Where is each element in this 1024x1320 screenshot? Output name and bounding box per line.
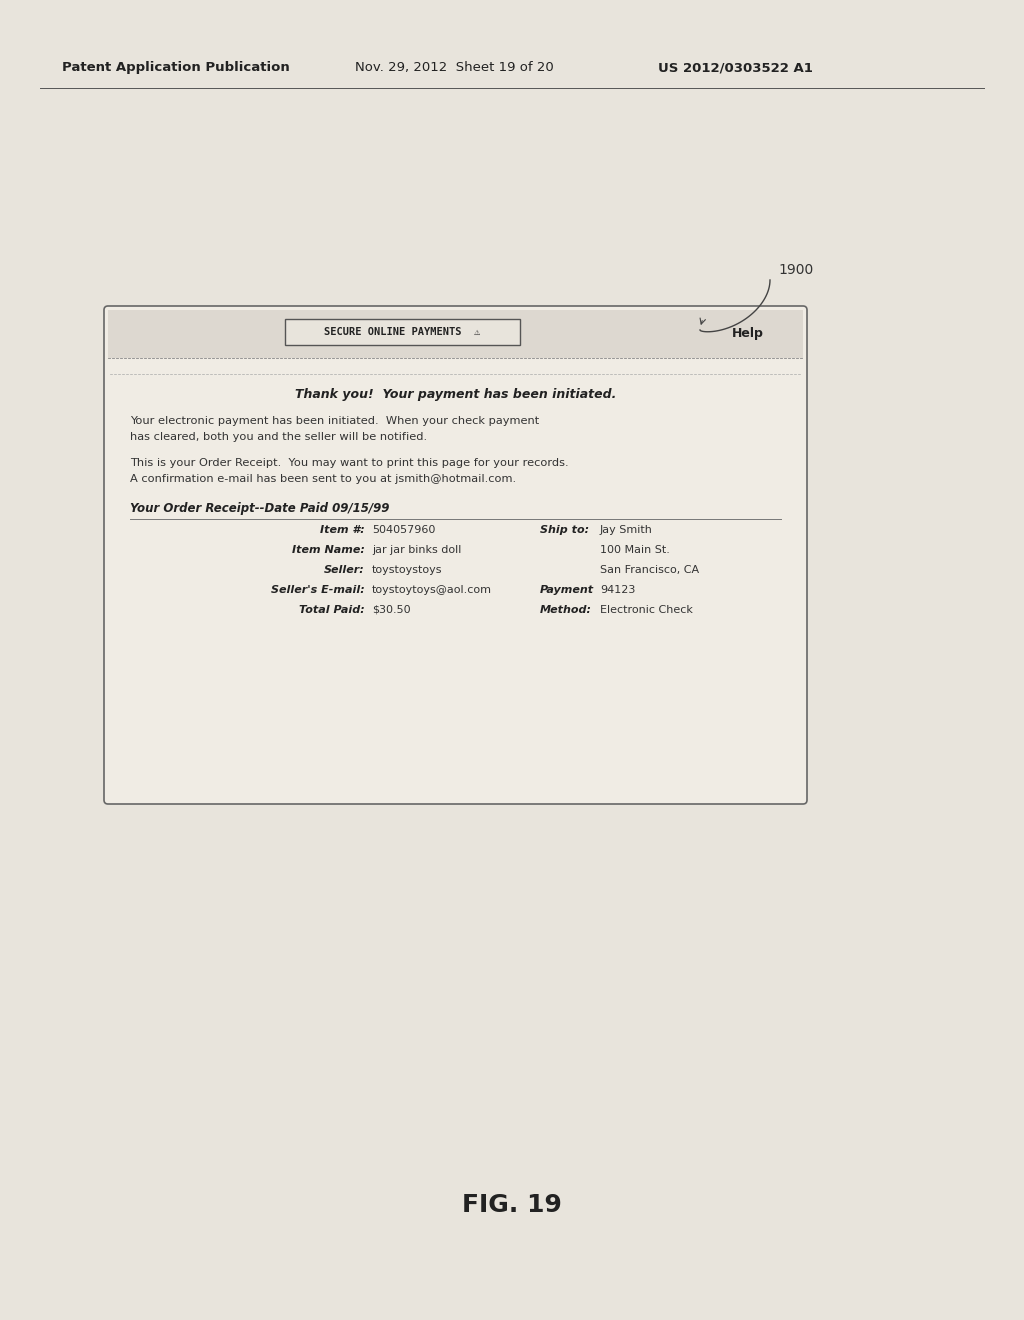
FancyBboxPatch shape [104,306,807,804]
Text: Thank you!  Your payment has been initiated.: Thank you! Your payment has been initiat… [295,388,616,401]
Text: has cleared, both you and the seller will be notified.: has cleared, both you and the seller wil… [130,432,427,442]
Text: 100 Main St.: 100 Main St. [600,545,670,554]
Text: toystoytoys@aol.com: toystoytoys@aol.com [372,585,492,595]
Text: Ship to:: Ship to: [540,525,589,535]
Text: 94123: 94123 [600,585,635,595]
Text: A confirmation e-mail has been sent to you at jsmith@hotmail.com.: A confirmation e-mail has been sent to y… [130,474,516,484]
Text: Your electronic payment has been initiated.  When your check payment: Your electronic payment has been initiat… [130,416,540,426]
Text: 1900: 1900 [778,263,813,277]
Text: $30.50: $30.50 [372,605,411,615]
Text: Help: Help [732,327,764,341]
Bar [108,310,803,358]
Text: Electronic Check: Electronic Check [600,605,693,615]
Text: Item #:: Item #: [321,525,365,535]
Text: Payment: Payment [540,585,594,595]
Bar [285,319,520,345]
Text: Patent Application Publication: Patent Application Publication [62,62,290,74]
Text: SECURE ONLINE PAYMENTS  ⚠: SECURE ONLINE PAYMENTS ⚠ [325,327,480,337]
Text: 504057960: 504057960 [372,525,435,535]
Text: This is your Order Receipt.  You may want to print this page for your records.: This is your Order Receipt. You may want… [130,458,568,469]
Text: Nov. 29, 2012  Sheet 19 of 20: Nov. 29, 2012 Sheet 19 of 20 [355,62,554,74]
Text: San Francisco, CA: San Francisco, CA [600,565,699,576]
Text: Total Paid:: Total Paid: [299,605,365,615]
Text: FIG. 19: FIG. 19 [462,1193,562,1217]
Text: US 2012/0303522 A1: US 2012/0303522 A1 [658,62,813,74]
Text: Your Order Receipt--Date Paid 09/15/99: Your Order Receipt--Date Paid 09/15/99 [130,502,389,515]
Text: Item Name:: Item Name: [292,545,365,554]
Text: toystoystoys: toystoystoys [372,565,442,576]
Text: Seller:: Seller: [325,565,365,576]
Text: Seller's E-mail:: Seller's E-mail: [271,585,365,595]
Text: Method:: Method: [540,605,592,615]
Text: jar jar binks doll: jar jar binks doll [372,545,462,554]
Text: Jay Smith: Jay Smith [600,525,653,535]
